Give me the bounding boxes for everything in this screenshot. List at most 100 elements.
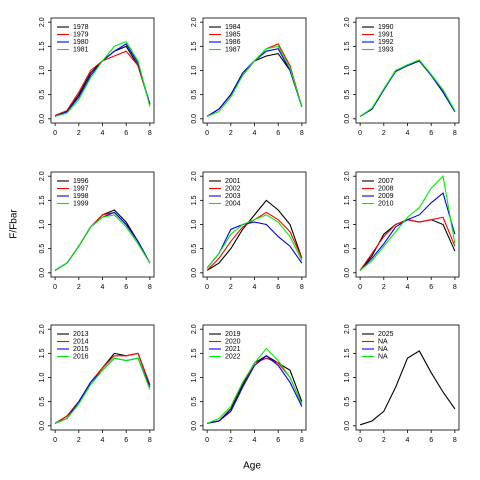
x-tick-label: 2 bbox=[382, 437, 386, 444]
x-tick-label: 8 bbox=[148, 130, 152, 137]
x-tick-label: 0 bbox=[53, 437, 57, 444]
x-tick-label: 6 bbox=[124, 437, 128, 444]
legend-label: NA bbox=[378, 346, 388, 353]
x-tick-label: 0 bbox=[358, 437, 362, 444]
x-tick-label: 0 bbox=[205, 130, 209, 137]
legend-label: 1999 bbox=[73, 200, 89, 207]
x-tick-label: 6 bbox=[429, 284, 433, 291]
y-tick-label: 1.5 bbox=[39, 348, 46, 358]
x-tick-label: 8 bbox=[148, 437, 152, 444]
legend-label: 2008 bbox=[378, 185, 394, 192]
legend-label: 1986 bbox=[225, 39, 241, 46]
legend-label: 1993 bbox=[378, 46, 394, 53]
x-tick-label: 4 bbox=[101, 437, 105, 444]
x-tick-label: 2 bbox=[229, 130, 233, 137]
legend-label: 1996 bbox=[73, 178, 89, 185]
legend-label: 1987 bbox=[225, 46, 241, 53]
y-tick-label: 2.0 bbox=[344, 17, 351, 27]
legend-label: 1978 bbox=[73, 24, 89, 31]
legend-label: 2009 bbox=[378, 193, 394, 200]
y-tick-label: 0.0 bbox=[39, 421, 46, 431]
data-line bbox=[359, 219, 456, 271]
x-axis-label: Age bbox=[243, 461, 261, 472]
y-tick-label: 2.0 bbox=[39, 171, 46, 181]
data-line bbox=[54, 211, 151, 271]
y-tick-label: 0.0 bbox=[191, 114, 198, 124]
y-tick-label: 1.5 bbox=[39, 41, 46, 51]
x-tick-label: 2 bbox=[382, 284, 386, 291]
y-tick-label: 1.0 bbox=[344, 220, 351, 230]
legend-label: 2019 bbox=[225, 331, 241, 338]
x-tick-label: 4 bbox=[101, 130, 105, 137]
legend-label: 2020 bbox=[225, 338, 241, 345]
x-tick-label: 6 bbox=[429, 437, 433, 444]
x-tick-label: 6 bbox=[429, 130, 433, 137]
data-line bbox=[54, 43, 151, 117]
legend-label: 1991 bbox=[378, 31, 394, 38]
data-line bbox=[206, 347, 303, 424]
y-tick-label: 1.0 bbox=[191, 66, 198, 76]
x-tick-label: 2 bbox=[229, 284, 233, 291]
x-tick-label: 0 bbox=[205, 437, 209, 444]
y-tick-label: 1.5 bbox=[344, 195, 351, 205]
y-tick-label: 0.5 bbox=[39, 244, 46, 254]
y-tick-label: 0.0 bbox=[191, 421, 198, 431]
plot-frame bbox=[50, 171, 155, 278]
x-tick-label: 4 bbox=[406, 437, 410, 444]
legend-label: NA bbox=[378, 338, 388, 345]
data-line bbox=[206, 221, 303, 269]
x-tick-label: 4 bbox=[253, 130, 257, 137]
data-line bbox=[359, 350, 456, 426]
y-tick-label: 1.0 bbox=[344, 373, 351, 383]
legend-label: 1997 bbox=[73, 185, 89, 192]
y-tick-label: 1.5 bbox=[191, 348, 198, 358]
y-tick-label: 0.5 bbox=[344, 244, 351, 254]
x-tick-label: 0 bbox=[53, 284, 57, 291]
legend-label: 2002 bbox=[225, 185, 241, 192]
plot-frame bbox=[50, 324, 155, 431]
y-tick-label: 1.5 bbox=[344, 41, 351, 51]
data-line bbox=[54, 352, 151, 424]
x-tick-label: 0 bbox=[205, 284, 209, 291]
y-tick-label: 1.0 bbox=[39, 373, 46, 383]
x-tick-label: 2 bbox=[77, 437, 81, 444]
x-tick-label: 4 bbox=[406, 284, 410, 291]
x-tick-label: 0 bbox=[358, 284, 362, 291]
x-tick-label: 8 bbox=[300, 130, 304, 137]
y-tick-label: 0.0 bbox=[344, 421, 351, 431]
legend-label: 1984 bbox=[225, 24, 241, 31]
y-tick-label: 1.0 bbox=[344, 66, 351, 76]
x-tick-label: 8 bbox=[300, 284, 304, 291]
legend-label: 1998 bbox=[73, 193, 89, 200]
legend-label: 2010 bbox=[378, 200, 394, 207]
legend-label: 1979 bbox=[73, 31, 89, 38]
x-tick-label: 6 bbox=[124, 130, 128, 137]
legend-label: 2022 bbox=[225, 353, 241, 360]
y-tick-label: 2.0 bbox=[39, 324, 46, 334]
y-tick-label: 1.0 bbox=[39, 66, 46, 76]
legend-label: 2014 bbox=[73, 338, 89, 345]
data-line bbox=[359, 216, 456, 271]
y-tick-label: 2.0 bbox=[39, 17, 46, 27]
x-tick-label: 0 bbox=[358, 130, 362, 137]
x-tick-label: 0 bbox=[53, 130, 57, 137]
data-line bbox=[206, 199, 303, 271]
data-line bbox=[207, 357, 303, 424]
y-tick-label: 0.5 bbox=[191, 90, 198, 100]
y-tick-label: 0.0 bbox=[39, 114, 46, 124]
y-tick-label: 0.0 bbox=[344, 268, 351, 278]
x-tick-label: 6 bbox=[276, 130, 280, 137]
y-tick-label: 0.0 bbox=[191, 268, 198, 278]
y-axis-label: F/Fbar bbox=[9, 209, 20, 239]
data-line bbox=[206, 48, 303, 117]
y-tick-label: 0.5 bbox=[191, 397, 198, 407]
x-tick-label: 8 bbox=[453, 437, 457, 444]
legend-label: 2001 bbox=[225, 178, 241, 185]
legend-label: 2007 bbox=[378, 178, 394, 185]
x-tick-label: 2 bbox=[382, 130, 386, 137]
y-tick-label: 0.5 bbox=[39, 397, 46, 407]
y-tick-label: 0.5 bbox=[191, 244, 198, 254]
x-tick-label: 4 bbox=[253, 437, 257, 444]
legend-label: 2013 bbox=[73, 331, 89, 338]
